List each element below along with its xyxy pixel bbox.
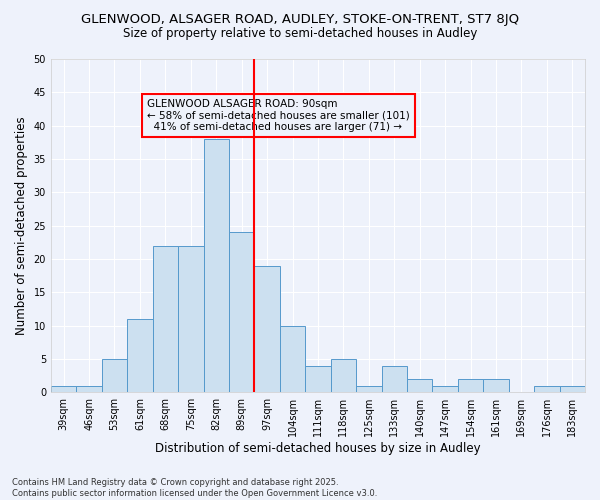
Bar [51,386,76,392]
Bar [178,246,203,392]
Bar [483,379,509,392]
Text: Size of property relative to semi-detached houses in Audley: Size of property relative to semi-detach… [123,28,477,40]
Bar [203,139,229,392]
X-axis label: Distribution of semi-detached houses by size in Audley: Distribution of semi-detached houses by … [155,442,481,455]
Bar [560,386,585,392]
Bar [102,359,127,392]
Bar [152,246,178,392]
Y-axis label: Number of semi-detached properties: Number of semi-detached properties [15,116,28,335]
Bar [433,386,458,392]
Bar [458,379,483,392]
Text: Contains HM Land Registry data © Crown copyright and database right 2025.
Contai: Contains HM Land Registry data © Crown c… [12,478,377,498]
Bar [76,386,102,392]
Text: GLENWOOD, ALSAGER ROAD, AUDLEY, STOKE-ON-TRENT, ST7 8JQ: GLENWOOD, ALSAGER ROAD, AUDLEY, STOKE-ON… [81,12,519,26]
Bar [254,266,280,392]
Bar [127,319,152,392]
Bar [407,379,433,392]
Text: GLENWOOD ALSAGER ROAD: 90sqm
← 58% of semi-detached houses are smaller (101)
  4: GLENWOOD ALSAGER ROAD: 90sqm ← 58% of se… [147,99,410,132]
Bar [305,366,331,392]
Bar [331,359,356,392]
Bar [534,386,560,392]
Bar [229,232,254,392]
Bar [280,326,305,392]
Bar [356,386,382,392]
Bar [382,366,407,392]
